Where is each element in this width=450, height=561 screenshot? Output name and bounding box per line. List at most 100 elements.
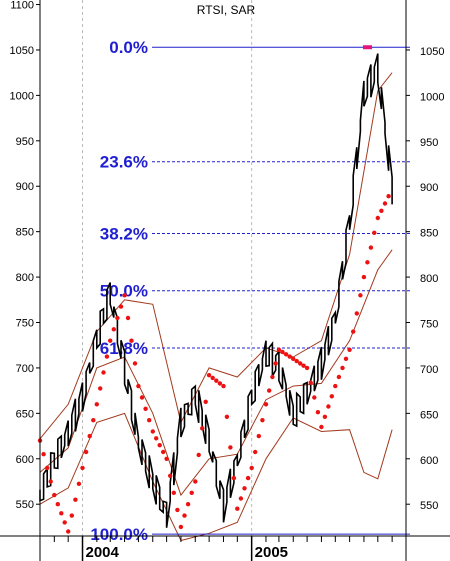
- sar-dot-64: [263, 402, 269, 407]
- sar-dot-23: [118, 304, 124, 309]
- sar-dot-1: [41, 452, 46, 457]
- sar-dot-91: [358, 293, 363, 298]
- right-tick-label-10: 1050: [420, 46, 444, 58]
- sar-dot-98: [382, 201, 388, 206]
- sar-dot-2: [45, 465, 50, 471]
- sar-dot-43: [189, 490, 194, 495]
- sar-dot-57: [238, 496, 244, 501]
- sar-dot-66: [270, 374, 275, 380]
- sar-dot-19: [104, 354, 110, 359]
- sar-dot-36: [164, 456, 169, 461]
- sar-dot-20: [108, 338, 113, 343]
- sar-dot-34: [157, 443, 162, 448]
- sar-dot-51: [217, 381, 223, 386]
- sar-dot-21: [111, 327, 117, 332]
- sar-dot-45: [196, 452, 201, 458]
- sar-dot-47: [203, 399, 208, 404]
- sar-dot-55: [231, 475, 237, 481]
- sar-dot-88: [347, 347, 352, 352]
- fibonacci-levels: 0.0%23.6%38.2%50.0%61.8%100.0%: [90, 38, 410, 544]
- sar-dot-81: [322, 414, 328, 419]
- grid-layer: [82, 0, 253, 536]
- right-tick-label-6: 850: [420, 228, 438, 240]
- right-tick-label-9: 1000: [420, 91, 444, 103]
- sar-dot-83: [329, 394, 334, 399]
- sar-dot-61: [253, 449, 258, 455]
- left-tick-label-2: 650: [16, 408, 34, 420]
- fib-label-2: 38.2%: [100, 224, 148, 243]
- sar-dot-33: [154, 436, 159, 441]
- sar-dot-96: [375, 215, 380, 221]
- left-tick-label-8: 950: [16, 136, 34, 148]
- fib-label-1: 23.6%: [100, 153, 148, 172]
- sar-dot-71: [287, 354, 292, 359]
- sar-dot-79: [315, 410, 321, 415]
- sar-dot-69: [280, 349, 285, 355]
- sar-dot-65: [267, 388, 272, 393]
- sar-dot-58: [242, 486, 247, 491]
- left-tick-label-11: 1100: [10, 0, 34, 12]
- sar-dot-24: [122, 293, 127, 298]
- left-tick-label-4: 750: [16, 318, 34, 330]
- sar-dot-73: [294, 358, 299, 364]
- right-tick-label-4: 750: [420, 319, 438, 331]
- sar-dot-3: [48, 479, 53, 484]
- right-tick-label-0: 550: [420, 500, 438, 512]
- right-tick-label-8: 950: [420, 137, 438, 149]
- sar-dot-42: [185, 502, 191, 507]
- sar-dot-46: [200, 426, 205, 431]
- right-tick-label-3: 700: [420, 364, 438, 376]
- sar-dot-15: [91, 418, 96, 423]
- sar-dot-60: [249, 465, 254, 471]
- sar-dot-40: [178, 524, 184, 530]
- sar-dot-49: [210, 375, 215, 381]
- right-tick-label-5: 800: [420, 273, 438, 285]
- left-tick-label-10: 1050: [10, 45, 34, 57]
- sar-dot-37: [168, 473, 173, 478]
- fib-label-0: 0.0%: [109, 38, 148, 57]
- sar-dot-9: [69, 513, 75, 518]
- sar-dot-52: [221, 383, 226, 389]
- sar-dot-70: [283, 352, 289, 357]
- left-tick-label-3: 700: [16, 363, 34, 375]
- sar-dot-89: [351, 329, 356, 334]
- sar-dot-54: [228, 445, 233, 450]
- sar-dot-17: [98, 386, 103, 391]
- sar-dot-22: [115, 315, 120, 321]
- left-tick-label-1: 600: [16, 454, 34, 466]
- year-label-2005: 2005: [255, 544, 288, 561]
- sar-dot-5: [55, 502, 60, 507]
- left-tick-label-0: 550: [16, 499, 34, 511]
- sar-dot-97: [379, 208, 384, 213]
- left-tick-label-9: 1000: [10, 90, 34, 102]
- band-lower-line: [39, 412, 393, 542]
- sar-dot-85: [336, 374, 342, 380]
- sar-dot-4: [52, 492, 57, 498]
- sar-dot-93: [365, 260, 370, 265]
- sar-dot-63: [260, 418, 265, 423]
- chart-title: RTSI, SAR: [197, 3, 256, 17]
- sar-dot-56: [235, 506, 240, 511]
- sar-dot-41: [182, 513, 187, 518]
- sar-dot-16: [94, 402, 100, 407]
- sar-dot-13: [83, 449, 89, 455]
- sar-dot-26: [129, 338, 134, 343]
- sar-dot-25: [125, 315, 131, 321]
- sar-dot-38: [171, 490, 176, 495]
- sar-dot-68: [276, 347, 282, 352]
- sar-dot-10: [73, 497, 78, 502]
- sar-dot-87: [343, 356, 349, 361]
- sar-dot-74: [298, 361, 303, 366]
- sar-dot-7: [62, 520, 67, 525]
- sar-dot-99: [386, 194, 391, 199]
- right-tick-label-1: 600: [420, 455, 438, 467]
- year-label-2004: 2004: [86, 544, 120, 561]
- sar-dot-31: [147, 418, 152, 423]
- sar-dot-59: [245, 475, 251, 481]
- sar-dot-32: [150, 429, 155, 434]
- sar-dot-92: [361, 274, 367, 280]
- sar-dot-95: [372, 230, 377, 235]
- sar-dot-8: [66, 529, 71, 534]
